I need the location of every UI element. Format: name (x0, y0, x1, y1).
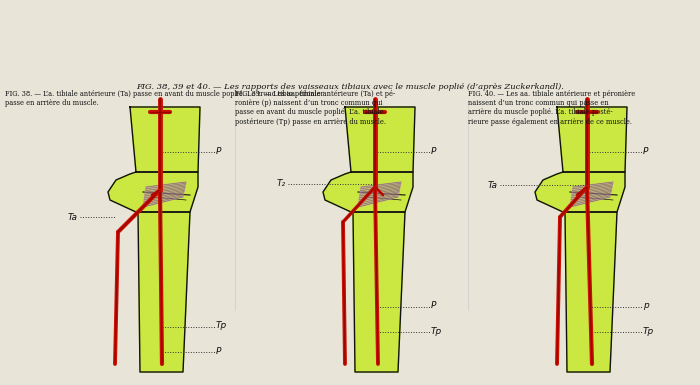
Text: P: P (431, 147, 436, 156)
Polygon shape (323, 172, 413, 212)
Polygon shape (358, 182, 401, 207)
Text: P: P (216, 346, 221, 355)
Polygon shape (143, 182, 186, 207)
Text: Tp: Tp (431, 326, 442, 335)
Polygon shape (138, 212, 190, 372)
Text: P: P (431, 301, 436, 310)
Text: FIG. 40. — Les aa. tibiale antérieure et péronière
naissent d’un tronc commun qu: FIG. 40. — Les aa. tibiale antérieure et… (468, 90, 636, 126)
Text: FIG. 38. — L’a. tibiale antérieure (Ta) passe en avant du muscle poplié. Le tron: FIG. 38. — L’a. tibiale antérieure (Ta) … (5, 90, 323, 107)
Polygon shape (570, 182, 613, 207)
Text: P: P (216, 147, 221, 156)
Polygon shape (353, 212, 405, 372)
Text: Ta: Ta (68, 213, 78, 221)
Polygon shape (345, 107, 415, 172)
Text: Tp: Tp (643, 326, 655, 335)
Text: T₂: T₂ (277, 179, 286, 189)
Text: P: P (643, 147, 648, 156)
Polygon shape (130, 107, 200, 172)
Polygon shape (557, 107, 627, 172)
Text: Tp: Tp (216, 321, 228, 330)
Polygon shape (565, 212, 617, 372)
Text: FIG. 38, 39 et 40. — Les rapports des vaisseaux tibiaux avec le muscle poplié (d: FIG. 38, 39 et 40. — Les rapports des va… (136, 83, 564, 91)
Text: FIG. 39. — Les aa. tibiale antérieure (Ta) et pé-
ronière (p) naissent d’un tron: FIG. 39. — Les aa. tibiale antérieure (T… (235, 90, 396, 126)
Polygon shape (535, 172, 625, 212)
Text: p: p (643, 301, 649, 310)
Text: Ta: Ta (488, 181, 498, 189)
Polygon shape (108, 172, 198, 212)
